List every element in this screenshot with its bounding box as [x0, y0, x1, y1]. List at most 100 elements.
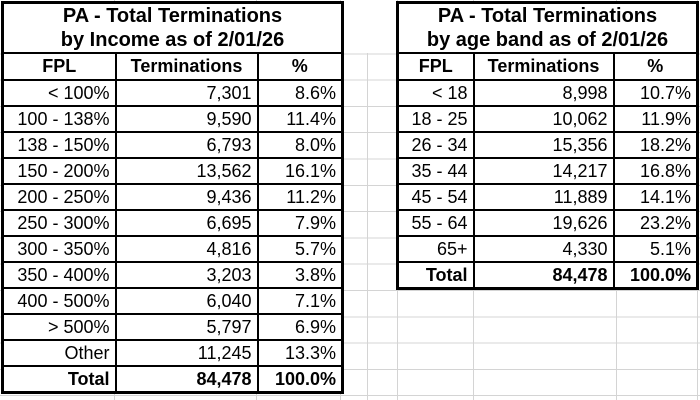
table-title-line2: by Income as of 2/01/26 — [60, 29, 285, 51]
percent-cell[interactable]: 100.0% — [612, 261, 699, 290]
terminations-cell[interactable]: 84,478 — [114, 365, 259, 394]
header-row: FPL Terminations % — [1, 52, 344, 81]
percent-cell[interactable]: 5.1% — [612, 235, 699, 263]
column-header-percent[interactable]: % — [256, 52, 344, 81]
fpl-cell[interactable]: < 18 — [396, 79, 475, 107]
table-title-line1: PA - Total Terminations — [62, 5, 283, 27]
fpl-cell[interactable]: 350 - 400% — [1, 261, 117, 289]
terminations-cell[interactable]: 6,040 — [114, 287, 259, 315]
column-header-terminations[interactable]: Terminations — [472, 52, 615, 81]
table-row: 138 - 150% 6,793 8.0% — [1, 131, 344, 159]
income-table: PA - Total Terminations by Income as of … — [1, 1, 344, 394]
terminations-cell[interactable]: 4,330 — [472, 235, 615, 263]
terminations-cell[interactable]: 84,478 — [472, 261, 615, 290]
table-title-row: PA - Total Terminations by Income as of … — [1, 1, 344, 54]
column-header-percent[interactable]: % — [612, 52, 699, 81]
header-row: FPL Terminations % — [396, 52, 699, 81]
terminations-cell[interactable]: 15,356 — [472, 131, 615, 159]
table-title-row: PA - Total Terminations by age band as o… — [396, 1, 699, 54]
table-row: 400 - 500% 6,040 7.1% — [1, 287, 344, 315]
percent-cell[interactable]: 7.9% — [256, 209, 344, 237]
percent-cell[interactable]: 11.4% — [256, 105, 344, 133]
percent-cell[interactable]: 7.1% — [256, 287, 344, 315]
percent-cell[interactable]: 18.2% — [612, 131, 699, 159]
percent-cell[interactable]: 23.2% — [612, 209, 699, 237]
terminations-cell[interactable]: 3,203 — [114, 261, 259, 289]
terminations-cell[interactable]: 7,301 — [114, 79, 259, 107]
percent-cell[interactable]: 8.0% — [256, 131, 344, 159]
percent-cell[interactable]: 8.6% — [256, 79, 344, 107]
column-header-terminations[interactable]: Terminations — [114, 52, 259, 81]
fpl-cell[interactable]: 26 - 34 — [396, 131, 475, 159]
table-row: 35 - 44 14,217 16.8% — [396, 157, 699, 185]
percent-cell[interactable]: 5.7% — [256, 235, 344, 263]
fpl-cell[interactable]: 18 - 25 — [396, 105, 475, 133]
fpl-cell[interactable]: 100 - 138% — [1, 105, 117, 133]
fpl-cell[interactable]: 400 - 500% — [1, 287, 117, 315]
terminations-cell[interactable]: 6,793 — [114, 131, 259, 159]
table-row: 350 - 400% 3,203 3.8% — [1, 261, 344, 289]
fpl-cell[interactable]: 55 - 64 — [396, 209, 475, 237]
terminations-cell[interactable]: 11,245 — [114, 339, 259, 367]
fpl-cell[interactable]: 65+ — [396, 235, 475, 263]
table-row: 45 - 54 11,889 14.1% — [396, 183, 699, 211]
terminations-cell[interactable]: 5,797 — [114, 313, 259, 341]
terminations-cell[interactable]: 9,590 — [114, 105, 259, 133]
table-title[interactable]: PA - Total Terminations by Income as of … — [1, 1, 344, 54]
terminations-cell[interactable]: 11,889 — [472, 183, 615, 211]
percent-cell[interactable]: 100.0% — [256, 365, 344, 394]
table-row: 55 - 64 19,626 23.2% — [396, 209, 699, 237]
fpl-cell[interactable]: > 500% — [1, 313, 117, 341]
percent-cell[interactable]: 6.9% — [256, 313, 344, 341]
terminations-cell[interactable]: 6,695 — [114, 209, 259, 237]
fpl-cell[interactable]: 138 - 150% — [1, 131, 117, 159]
fpl-cell[interactable]: < 100% — [1, 79, 117, 107]
terminations-cell[interactable]: 10,062 — [472, 105, 615, 133]
table-row: < 100% 7,301 8.6% — [1, 79, 344, 107]
column-header-fpl[interactable]: FPL — [1, 52, 117, 81]
terminations-cell[interactable]: 8,998 — [472, 79, 615, 107]
fpl-cell[interactable]: 250 - 300% — [1, 209, 117, 237]
percent-cell[interactable]: 13.3% — [256, 339, 344, 367]
terminations-cell[interactable]: 14,217 — [472, 157, 615, 185]
fpl-cell[interactable]: Total — [1, 365, 117, 394]
percent-cell[interactable]: 14.1% — [612, 183, 699, 211]
percent-cell[interactable]: 16.8% — [612, 157, 699, 185]
percent-cell[interactable]: 3.8% — [256, 261, 344, 289]
fpl-cell[interactable]: Total — [396, 261, 475, 290]
table-title[interactable]: PA - Total Terminations by age band as o… — [396, 1, 699, 54]
total-row: Total 84,478 100.0% — [1, 365, 344, 394]
table-row: 250 - 300% 6,695 7.9% — [1, 209, 344, 237]
table-row: 200 - 250% 9,436 11.2% — [1, 183, 344, 211]
table-row: 100 - 138% 9,590 11.4% — [1, 105, 344, 133]
table-row: 300 - 350% 4,816 5.7% — [1, 235, 344, 263]
table-row: 26 - 34 15,356 18.2% — [396, 131, 699, 159]
table-row: 65+ 4,330 5.1% — [396, 235, 699, 263]
table-title-line2: by age band as of 2/01/26 — [426, 29, 669, 51]
table-row: Other 11,245 13.3% — [1, 339, 344, 367]
terminations-cell[interactable]: 19,626 — [472, 209, 615, 237]
table-row: 18 - 25 10,062 11.9% — [396, 105, 699, 133]
fpl-cell[interactable]: 35 - 44 — [396, 157, 475, 185]
fpl-cell[interactable]: 200 - 250% — [1, 183, 117, 211]
percent-cell[interactable]: 11.2% — [256, 183, 344, 211]
fpl-cell[interactable]: Other — [1, 339, 117, 367]
table-title-line1: PA - Total Terminations — [437, 5, 658, 27]
percent-cell[interactable]: 11.9% — [612, 105, 699, 133]
terminations-cell[interactable]: 13,562 — [114, 157, 259, 185]
table-row: > 500% 5,797 6.9% — [1, 313, 344, 341]
table-row: < 18 8,998 10.7% — [396, 79, 699, 107]
percent-cell[interactable]: 10.7% — [612, 79, 699, 107]
terminations-cell[interactable]: 4,816 — [114, 235, 259, 263]
terminations-cell[interactable]: 9,436 — [114, 183, 259, 211]
gridline-vertical — [367, 53, 368, 400]
percent-cell[interactable]: 16.1% — [256, 157, 344, 185]
fpl-cell[interactable]: 300 - 350% — [1, 235, 117, 263]
total-row: Total 84,478 100.0% — [396, 261, 699, 290]
column-header-fpl[interactable]: FPL — [396, 52, 475, 81]
table-row: 150 - 200% 13,562 16.1% — [1, 157, 344, 185]
fpl-cell[interactable]: 45 - 54 — [396, 183, 475, 211]
fpl-cell[interactable]: 150 - 200% — [1, 157, 117, 185]
age-band-table: PA - Total Terminations by age band as o… — [396, 1, 699, 290]
